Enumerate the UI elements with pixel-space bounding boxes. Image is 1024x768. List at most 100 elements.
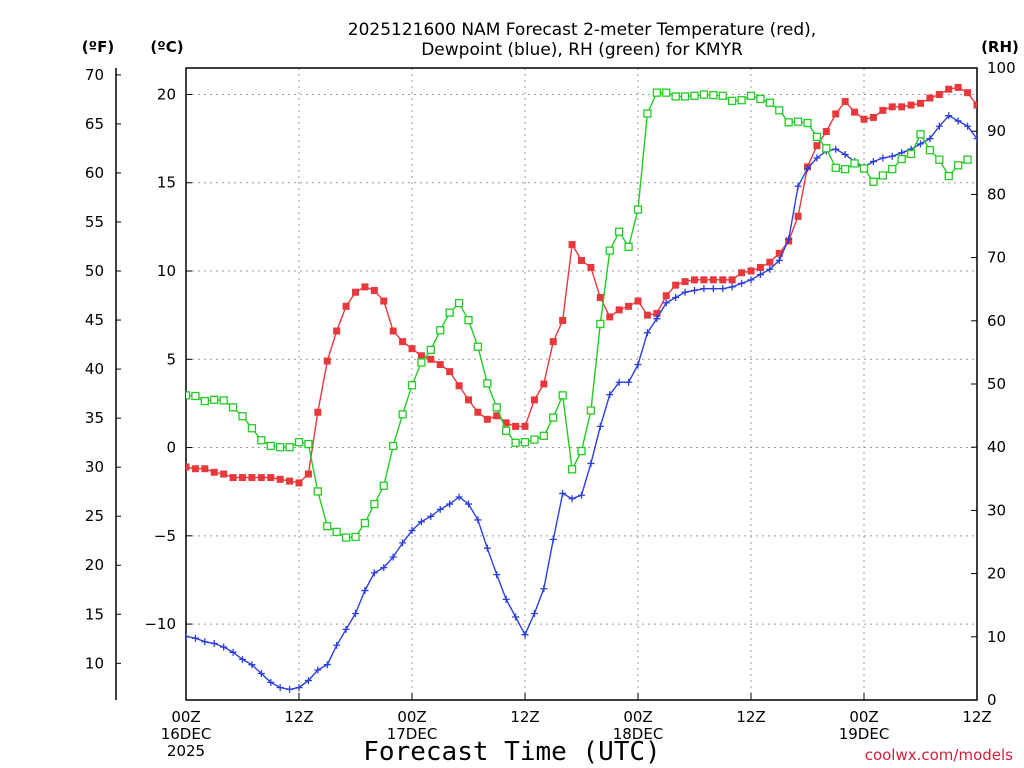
rh-point <box>652 88 661 97</box>
temp-point <box>879 106 887 114</box>
rh-point <box>577 446 586 456</box>
rh-point <box>247 424 257 433</box>
rh-point <box>596 319 605 329</box>
dewpoint-point <box>841 151 849 159</box>
x-tick-label: 00Z <box>849 708 878 726</box>
fahrenheit-tick-label: 30 <box>85 458 104 476</box>
dewpoint-point <box>512 613 520 621</box>
dewpoint-point <box>700 285 708 293</box>
fahrenheit-tick-label: 65 <box>85 115 104 133</box>
dewpoint-point <box>427 512 435 520</box>
temp-point <box>822 128 830 136</box>
dewpoint-point <box>314 666 322 674</box>
rh-point <box>775 106 784 115</box>
rh-point <box>454 298 464 308</box>
dewpoint-point <box>191 634 199 642</box>
temp-point <box>662 292 670 300</box>
rh-point <box>737 96 746 105</box>
dewpoint-point <box>220 643 228 651</box>
dewpoint-point <box>992 146 999 153</box>
temp-point <box>728 276 736 284</box>
rh-point <box>238 412 247 421</box>
temp-point <box>945 85 953 93</box>
rh-tick-label: 10 <box>987 628 1006 646</box>
x-tick-label: 18DEC <box>613 725 664 743</box>
celsius-tick-label: −5 <box>154 527 176 545</box>
series-blue <box>186 112 999 693</box>
rh-point <box>935 155 944 164</box>
rh-point <box>567 465 577 474</box>
dewpoint-point <box>983 140 990 147</box>
dewpoint-point <box>578 491 585 499</box>
x-tick-label: 00Z <box>171 708 200 726</box>
fahrenheit-tick-label: 70 <box>85 66 104 84</box>
rh-point <box>228 403 238 412</box>
rh-tick-label: 70 <box>987 249 1006 267</box>
rh-point <box>370 499 379 509</box>
series-line-red <box>186 86 977 484</box>
x-tick-label: 12Z <box>736 708 765 726</box>
rh-point <box>963 155 972 164</box>
fahrenheit-tick-label: 15 <box>85 605 104 623</box>
rh-point <box>266 441 275 451</box>
chart-title-line1: 2025121600 NAM Forecast 2-meter Temperat… <box>348 20 816 40</box>
celsius-tick-label: 10 <box>157 262 176 280</box>
dewpoint-point <box>248 661 256 669</box>
temp-point <box>276 475 284 483</box>
temp-point <box>502 419 510 427</box>
dewpoint-point <box>304 677 312 685</box>
dewpoint-point <box>869 158 877 166</box>
rh-point <box>191 391 200 401</box>
temp-point <box>898 103 906 111</box>
rh-point <box>313 487 322 496</box>
rh-point <box>615 227 624 236</box>
dewpoint-point <box>954 117 962 125</box>
rh-tick-label: 30 <box>987 501 1006 519</box>
rh-point <box>586 406 596 415</box>
rh-point <box>389 441 398 451</box>
temp-point <box>427 355 435 363</box>
rh-point <box>332 527 341 537</box>
temp-point <box>295 479 303 487</box>
dewpoint-point <box>540 585 548 593</box>
dewpoint-point <box>747 276 755 284</box>
rh-point <box>784 118 793 127</box>
rh-point <box>436 326 445 335</box>
rh-tick-label: 80 <box>987 185 1006 203</box>
temp-point <box>691 276 698 284</box>
dewpoint-point <box>333 641 341 649</box>
dewpoint-point <box>436 505 444 513</box>
temp-point <box>186 463 190 471</box>
rh-point <box>473 342 483 351</box>
rh-tick-label: 60 <box>987 312 1006 330</box>
temp-point <box>352 288 359 296</box>
rh-point <box>304 439 313 449</box>
dewpoint-point <box>549 535 557 543</box>
rh-point <box>341 533 351 542</box>
dewpoint-point <box>728 283 736 291</box>
rh-point <box>925 146 935 155</box>
temp-point <box>983 110 990 117</box>
rh-tick-label: 40 <box>987 438 1006 456</box>
dewpoint-point <box>455 493 463 501</box>
rh-point <box>200 396 209 406</box>
temp-point <box>935 90 943 98</box>
dewpoint-point <box>634 361 642 369</box>
dewpoint-point <box>493 571 501 579</box>
temp-point <box>794 212 802 220</box>
fahrenheit-tick-label: 45 <box>85 311 104 329</box>
temp-point <box>841 98 849 106</box>
temp-point <box>907 101 915 109</box>
rh-point <box>690 91 699 100</box>
dewpoint-point <box>625 378 633 386</box>
dewpoint-point <box>483 544 491 552</box>
dewpoint-point <box>756 271 764 279</box>
fahrenheit-tick-label: 55 <box>85 213 104 231</box>
temp-point <box>747 267 755 275</box>
dewpoint-point <box>408 527 416 535</box>
rh-point <box>219 396 228 405</box>
x-tick-label: 00Z <box>623 708 652 726</box>
rh-point <box>257 436 266 445</box>
temp-point <box>210 468 218 476</box>
rh-point <box>662 88 671 97</box>
